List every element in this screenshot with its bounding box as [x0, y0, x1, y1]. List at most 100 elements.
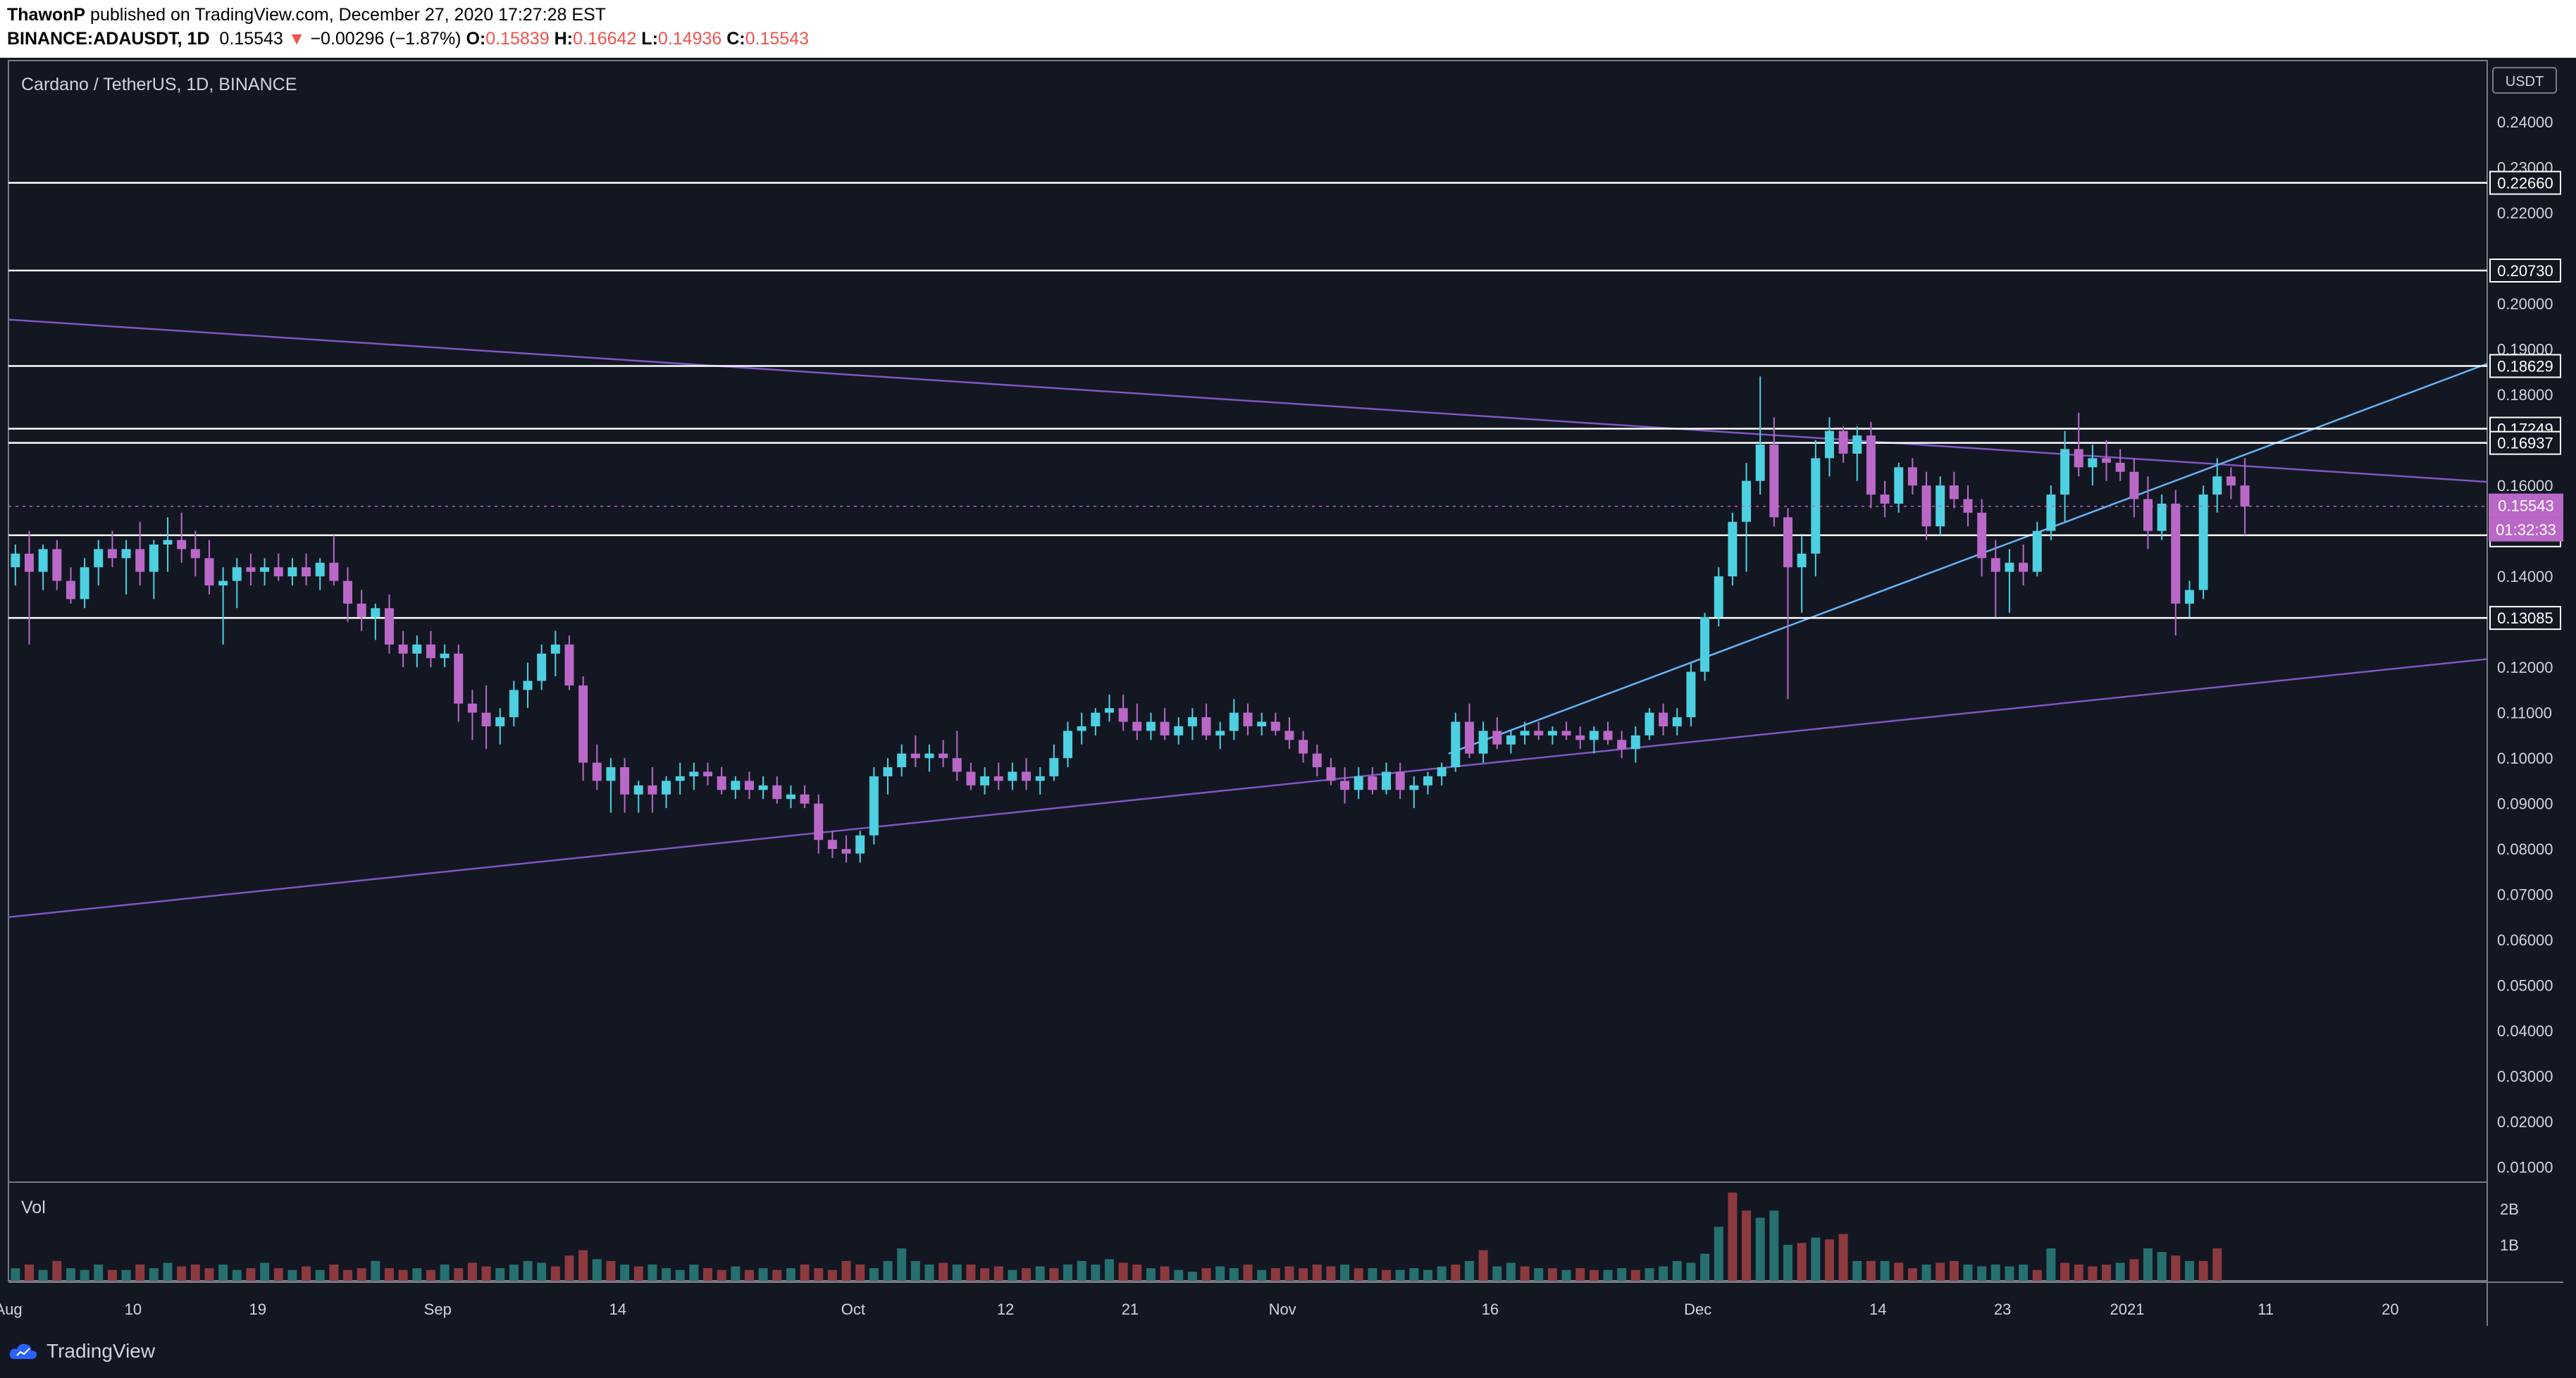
- candle-body: [1008, 771, 1017, 781]
- volume-bar: [52, 1260, 62, 1281]
- high-value: 0.16642: [572, 29, 637, 49]
- time-tick-label: 23: [1994, 1301, 2011, 1318]
- candle-body: [550, 644, 560, 654]
- candle-body: [2046, 495, 2056, 531]
- candle-body: [1160, 721, 1170, 735]
- price-tick-label: 0.20000: [2497, 295, 2553, 313]
- candle-body: [1547, 731, 1557, 735]
- volume-bar: [66, 1268, 75, 1281]
- candle-body: [1866, 435, 1876, 495]
- candle-body: [1104, 708, 1114, 713]
- candle-body: [1797, 553, 1807, 568]
- volume-bar: [1659, 1266, 1668, 1281]
- candle-body: [357, 603, 366, 618]
- volume-bar: [1645, 1268, 1654, 1281]
- price-tick-label: 0.22000: [2497, 204, 2553, 222]
- candle-body: [135, 549, 145, 572]
- volume-bar: [883, 1260, 893, 1281]
- volume-bar: [1464, 1260, 1474, 1281]
- volume-bar: [537, 1262, 547, 1281]
- candle-body: [758, 785, 768, 790]
- volume-bar: [2115, 1262, 2125, 1281]
- candle-body: [1645, 712, 1654, 735]
- candle-body: [1382, 771, 1392, 790]
- volume-bar: [287, 1270, 297, 1281]
- level-label-box: [2489, 354, 2561, 378]
- candle-body: [426, 644, 435, 659]
- volume-bar: [1990, 1265, 2000, 1281]
- open-label: O:: [466, 29, 486, 49]
- volume-bar: [1769, 1210, 1779, 1281]
- author-name[interactable]: ThawonP: [7, 5, 86, 25]
- candle-body: [2032, 530, 2042, 572]
- volume-bar: [897, 1248, 907, 1281]
- price-tick-label: 0.11000: [2497, 704, 2552, 722]
- volume-bar: [232, 1270, 242, 1281]
- candle-body: [1534, 731, 1544, 735]
- candle-body: [1686, 671, 1696, 718]
- volume-bar: [1160, 1266, 1170, 1281]
- level-label-box: [2489, 430, 2561, 455]
- volume-bar: [1561, 1270, 1571, 1281]
- candle-body: [1326, 767, 1336, 781]
- candle-body: [66, 581, 75, 600]
- candle-body: [1451, 721, 1461, 768]
- price-tick-label: 0.01000: [2497, 1159, 2553, 1177]
- candle-body: [2115, 462, 2125, 472]
- trendline: [8, 318, 2488, 483]
- candle-body: [1229, 712, 1239, 731]
- volume-bar: [412, 1268, 422, 1281]
- volume-bar: [2060, 1262, 2070, 1281]
- volume-bar: [689, 1265, 699, 1281]
- candle-body: [1852, 435, 1862, 454]
- volume-bar: [273, 1268, 283, 1281]
- candle-body: [2240, 485, 2250, 507]
- volume-bar: [1077, 1260, 1086, 1281]
- high-label: H:: [554, 29, 573, 49]
- volume-bar: [1243, 1265, 1253, 1281]
- volume-bar: [703, 1268, 712, 1281]
- candle-body: [38, 549, 48, 572]
- volume-bar: [564, 1255, 574, 1281]
- candle-body: [1201, 717, 1211, 735]
- volume-bar: [1008, 1270, 1017, 1281]
- volume-bar: [578, 1250, 588, 1281]
- candle-body: [883, 767, 893, 776]
- volume-bar: [1963, 1265, 1973, 1281]
- volume-bar: [1478, 1250, 1488, 1281]
- time-tick-label: Sep: [424, 1301, 452, 1318]
- volume-bar: [1146, 1268, 1156, 1281]
- volume-bar: [1382, 1270, 1392, 1281]
- candle-body: [1990, 558, 2000, 572]
- low-value: 0.14936: [657, 29, 722, 49]
- volume-bar: [260, 1262, 270, 1281]
- trendline: [8, 658, 2488, 919]
- volume-bar: [814, 1268, 824, 1281]
- candle-body: [1049, 758, 1059, 776]
- volume-bar: [1977, 1266, 1987, 1281]
- volume-bar: [1215, 1266, 1225, 1281]
- candle-body: [731, 781, 741, 790]
- candle-body: [2005, 562, 2014, 572]
- volume-bar: [357, 1268, 366, 1281]
- volume-bar: [827, 1270, 837, 1281]
- volume-bar: [1395, 1270, 1405, 1281]
- volume-bar: [1312, 1265, 1322, 1281]
- volume-bar: [662, 1268, 671, 1281]
- volume-bar: [855, 1265, 865, 1281]
- volume-bar: [758, 1268, 768, 1281]
- volume-bar: [1423, 1270, 1432, 1281]
- volume-bar: [246, 1268, 256, 1281]
- volume-bar: [620, 1265, 630, 1281]
- tradingview-logo[interactable]: TradingView: [8, 1340, 155, 1363]
- time-tick-label: Nov: [1269, 1301, 1296, 1318]
- volume-bar: [1617, 1268, 1627, 1281]
- volume-bar: [440, 1265, 450, 1281]
- candle-body: [481, 712, 491, 726]
- publish-line: ThawonP published on TradingView.com, De…: [7, 4, 606, 25]
- candle-body: [1464, 721, 1474, 754]
- candle-body: [121, 549, 131, 559]
- volume-bar: [1630, 1270, 1640, 1281]
- volume-bar: [1270, 1268, 1280, 1281]
